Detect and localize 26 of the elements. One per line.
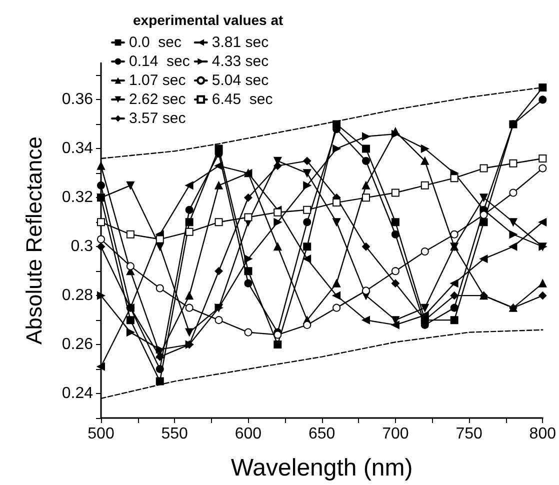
- y-tick-label: 0.32: [62, 189, 94, 206]
- x-axis-title: Wavelength (nm): [230, 454, 413, 482]
- legend-label: 5.04 sec: [212, 72, 270, 89]
- legend-label: 3.81 sec: [212, 34, 270, 51]
- legend-label: 1.07 sec: [129, 72, 186, 89]
- x-tick-label: 800: [529, 426, 556, 442]
- x-tick-label: 750: [456, 426, 482, 442]
- y-tick-label: 0.34: [62, 140, 94, 158]
- x-tick-label: 500: [88, 426, 114, 442]
- x-tick-label: 600: [234, 426, 262, 442]
- y-tick-label: 0.36: [62, 91, 94, 108]
- x-tick-label: 700: [382, 426, 409, 442]
- legend-label: 4.33 sec: [212, 53, 270, 70]
- y-tick-label: 0.28: [62, 287, 94, 304]
- y-tick-label: 0.24: [62, 385, 94, 402]
- legend-title: experimental values at: [133, 12, 284, 28]
- legend-label: 0.14 sec: [129, 53, 190, 70]
- legend-label: 3.57 sec: [129, 110, 186, 127]
- legend-label: 6.45 sec: [212, 91, 274, 108]
- y-tick-label: 0.26: [62, 336, 94, 354]
- x-tick-label: 650: [308, 426, 336, 442]
- x-tick-label: 550: [161, 426, 188, 442]
- y-axis-title: Absolute Reflectance: [22, 136, 46, 344]
- legend-label: 0.0 sec: [129, 34, 182, 51]
- y-tick-label: 0.3: [70, 238, 94, 256]
- legend-label: 2.62 sec: [129, 91, 186, 108]
